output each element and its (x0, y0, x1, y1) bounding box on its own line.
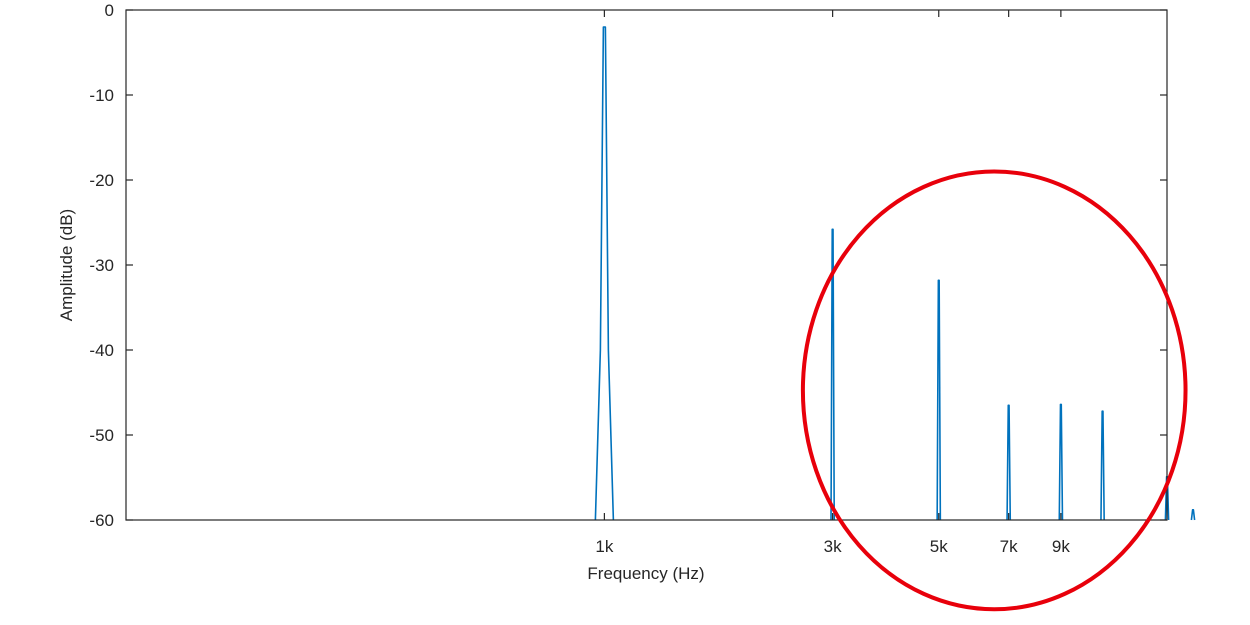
x-tick-label: 3k (824, 537, 842, 556)
y-axis-title: Amplitude (dB) (57, 209, 76, 321)
series-layer (594, 26, 1196, 521)
x-axis: 1k 3k 5k 7k 9k (595, 10, 1070, 556)
y-tick-label: -60 (89, 511, 114, 530)
y-tick-label: -50 (89, 426, 114, 445)
highlight-ellipse (800, 169, 1188, 612)
y-tick-label: -40 (89, 341, 114, 360)
spectrum-peak (1190, 509, 1196, 521)
y-tick-label: -20 (89, 171, 114, 190)
spectrum-peak (594, 26, 615, 521)
y-tick-label: 0 (105, 1, 114, 20)
spectrum-peak (1100, 410, 1105, 521)
plot-area (126, 10, 1167, 520)
spectrum-peak (1058, 403, 1064, 521)
x-tick-label: 1k (595, 537, 613, 556)
y-tick-label: -30 (89, 256, 114, 275)
spectrum-peak (936, 279, 942, 521)
x-tick-label: 5k (930, 537, 948, 556)
x-tick-label: 7k (1000, 537, 1018, 556)
x-tick-label: 9k (1052, 537, 1070, 556)
y-axis: 0 -10 -20 -30 -40 -50 -60 (89, 1, 1167, 530)
y-tick-label: -10 (89, 86, 114, 105)
spectrum-peak (830, 228, 836, 521)
annotation-layer (800, 169, 1188, 612)
spectrum-peak (1006, 404, 1012, 521)
x-axis-title: Frequency (Hz) (587, 564, 704, 583)
